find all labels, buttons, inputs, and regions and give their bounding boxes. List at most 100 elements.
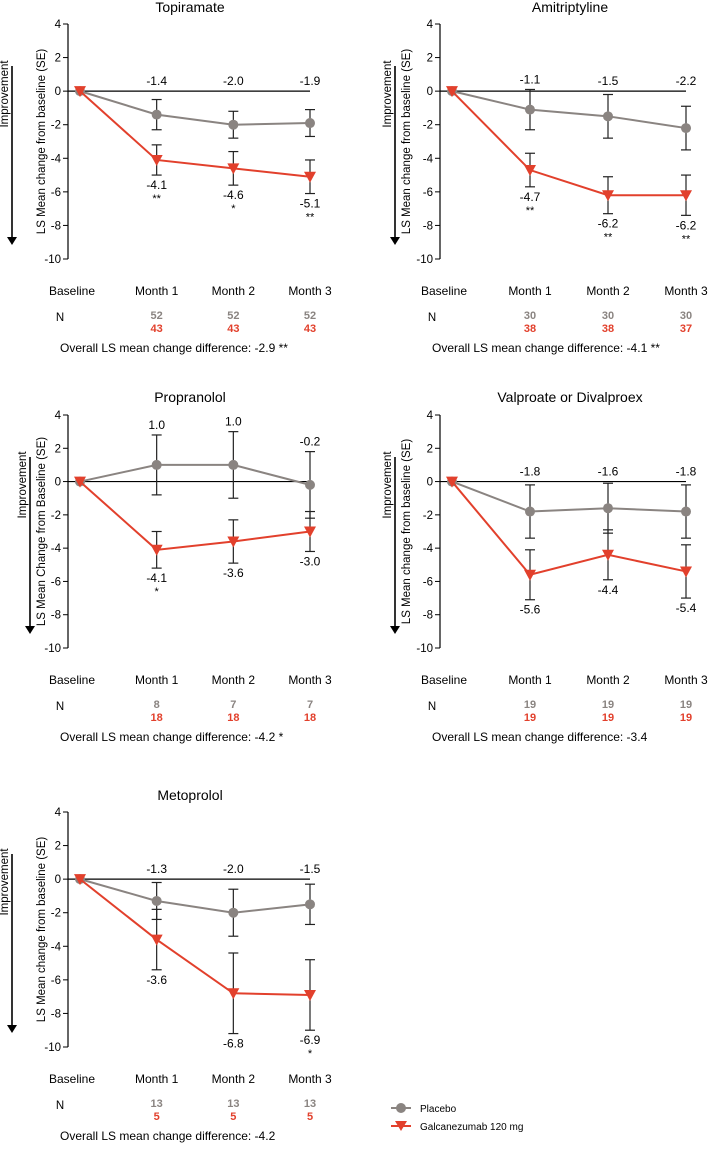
y-tick-label: -2	[51, 120, 61, 132]
n-value: 38	[602, 323, 614, 335]
data-label: -6.2	[598, 217, 619, 231]
legend-galcanezumab-marker	[395, 1121, 407, 1131]
data-point	[524, 569, 536, 581]
data-label: -1.5	[300, 862, 321, 876]
data-label: -1.3	[146, 862, 167, 876]
improvement-label: Improvement	[382, 451, 394, 519]
x-category-label: Month 1	[135, 1072, 179, 1086]
y-axis-label: LS Mean Change from Baseline (SE)	[36, 437, 48, 626]
n-label: N	[56, 1100, 64, 1112]
y-tick-label: 0	[427, 86, 433, 98]
y-tick-label: 4	[427, 410, 434, 422]
significance-marker: **	[152, 193, 161, 205]
x-category-label: Month 1	[135, 284, 179, 298]
series-line	[79, 878, 311, 914]
y-tick-label: 4	[55, 19, 62, 31]
y-tick-label: -8	[423, 610, 433, 622]
n-value: 7	[230, 699, 236, 711]
y-tick-label: -8	[51, 1008, 61, 1020]
improvement-arrow-head	[7, 237, 17, 245]
chart-panel-5: Metoprolol 4 2 0 -2 -4 -6 -8 -10 LS Mean change f…	[0, 787, 332, 1143]
x-category-label: Month 2	[212, 1072, 256, 1086]
overall-difference: Overall LS mean change difference: -4.2 …	[60, 730, 284, 744]
n-value: 5	[230, 1111, 236, 1123]
y-tick-label: -4	[423, 153, 434, 165]
y-tick-label: -6	[423, 576, 433, 588]
significance-marker: **	[682, 233, 691, 245]
x-category-label: Baseline	[421, 673, 467, 687]
data-point	[305, 118, 315, 129]
n-value: 18	[304, 712, 316, 724]
chart-panel-2: Amitriptyline 4 2 0 -2 -4 -6 -8 -10 LS Mean chang…	[382, 0, 708, 355]
improvement-arrow-head	[390, 237, 400, 245]
x-category-label: Month 3	[288, 284, 332, 298]
data-point	[228, 459, 239, 470]
x-category-label: Month 2	[586, 284, 630, 298]
n-value: 19	[524, 712, 536, 724]
data-label: -4.6	[223, 188, 244, 202]
y-tick-label: -10	[44, 254, 61, 266]
data-point	[150, 154, 163, 166]
series-galcanezumab: -4.7**-6.2**-6.2**	[446, 86, 697, 245]
data-label: -4.7	[520, 190, 541, 204]
y-tick-label: -4	[51, 941, 62, 953]
y-tick-label: -8	[51, 610, 61, 622]
series-line	[79, 463, 311, 486]
data-label: -4.1	[146, 571, 167, 585]
data-label: -3.6	[146, 973, 167, 987]
data-label: -6.2	[676, 218, 697, 232]
data-point	[446, 476, 458, 488]
y-tick-label: 2	[55, 443, 61, 455]
n-value: 52	[151, 310, 163, 322]
data-point	[150, 934, 163, 946]
x-category-label: Month 3	[664, 284, 708, 298]
n-value: 5	[154, 1111, 160, 1123]
series-placebo: -1.8 -1.6 -1.8	[447, 465, 697, 539]
series-placebo: -1.3 -2.0 -1.5	[75, 862, 321, 937]
x-category-label: Month 3	[664, 673, 708, 687]
y-tick-label: -2	[51, 908, 61, 920]
series-line	[79, 878, 311, 996]
chart-panel-1: Topiramate 4 2 0 -2 -4 -6 -8 -10 LS Mean change f…	[0, 0, 332, 355]
n-value: 38	[524, 323, 536, 335]
data-label: 1.0	[225, 415, 242, 429]
y-tick-label: 4	[55, 807, 62, 819]
y-tick-label: 2	[55, 53, 61, 65]
data-label: -1.6	[598, 465, 619, 479]
improvement-label: Improvement	[382, 60, 394, 128]
data-point	[74, 874, 86, 886]
chart-title: Valproate or Divalproex	[497, 389, 642, 405]
data-point	[602, 549, 614, 561]
data-label: -1.4	[146, 74, 167, 88]
data-label: 1.0	[148, 418, 165, 432]
series-galcanezumab: -5.6 -4.4 -5.4	[446, 476, 697, 617]
n-value: 43	[227, 323, 239, 335]
x-category-label: Baseline	[49, 673, 95, 687]
data-point	[525, 104, 535, 115]
data-label: -6.8	[223, 1037, 244, 1051]
data-label: -0.2	[300, 435, 321, 449]
n-value: 19	[680, 712, 692, 724]
data-label: -1.9	[300, 74, 321, 88]
series-line	[79, 90, 311, 126]
series-line	[79, 480, 311, 551]
data-label: -1.8	[520, 465, 541, 479]
y-tick-label: 0	[55, 477, 61, 489]
y-tick-label: -4	[423, 543, 434, 555]
n-value: 30	[524, 310, 536, 322]
data-point	[680, 566, 692, 578]
x-category-label: Month 2	[212, 673, 256, 687]
n-label: N	[428, 312, 436, 324]
chart-title: Topiramate	[155, 0, 224, 15]
series-galcanezumab: -3.6 -6.8 -6.9*	[74, 874, 321, 1060]
y-tick-label: 0	[55, 874, 61, 886]
significance-marker: **	[306, 212, 315, 224]
data-label: -5.1	[300, 197, 321, 211]
y-axis-label: LS Mean change from baseline (SE)	[36, 837, 48, 1023]
series-line	[79, 90, 311, 178]
data-point	[228, 907, 239, 918]
significance-marker: **	[526, 205, 535, 217]
n-label: N	[428, 701, 436, 713]
data-point	[525, 506, 535, 517]
